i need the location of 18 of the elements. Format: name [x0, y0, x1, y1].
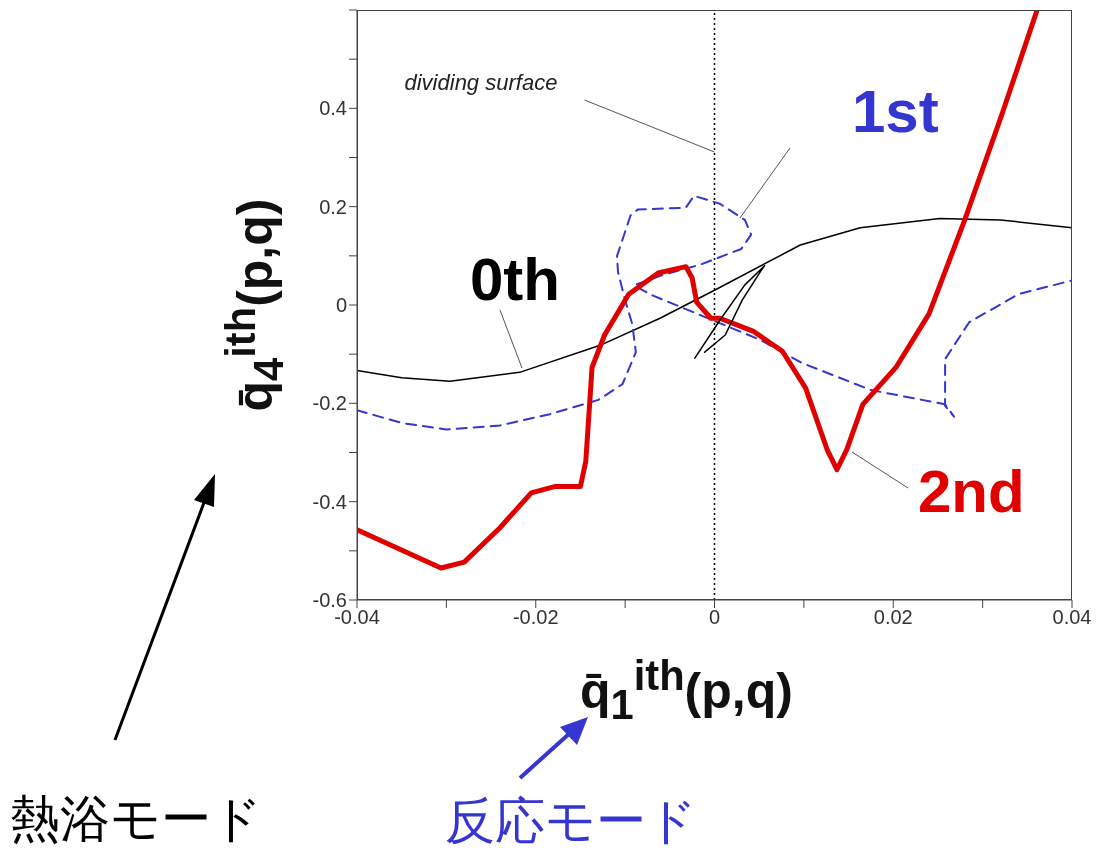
x-tick-label: 0 — [708, 606, 721, 629]
y-tick-label: 0.4 — [319, 97, 347, 120]
x-tick-label: -0.04 — [334, 606, 380, 629]
y-tick-label: 0 — [335, 294, 347, 317]
text: 反応モード — [445, 793, 697, 849]
ref-line-label: dividing surface — [404, 70, 558, 95]
text: 1st — [852, 78, 939, 145]
x-tick-label: 0.04 — [1052, 606, 1092, 629]
x-tick-label: 0.02 — [873, 606, 913, 629]
y-tick-label: -0.2 — [312, 392, 347, 415]
text: 熱浴モード — [10, 791, 262, 847]
series-label: 2nd — [918, 458, 1025, 525]
x-axis-title: q̄$_{1}$$^{ith}$(p,q) — [580, 652, 793, 729]
y-tick-label: 0.2 — [319, 195, 347, 218]
line-series — [357, 194, 1072, 431]
x-tick-label: -0.02 — [512, 606, 559, 629]
y-tick-label: -0.4 — [312, 490, 347, 513]
series-label: 0th — [470, 246, 560, 313]
